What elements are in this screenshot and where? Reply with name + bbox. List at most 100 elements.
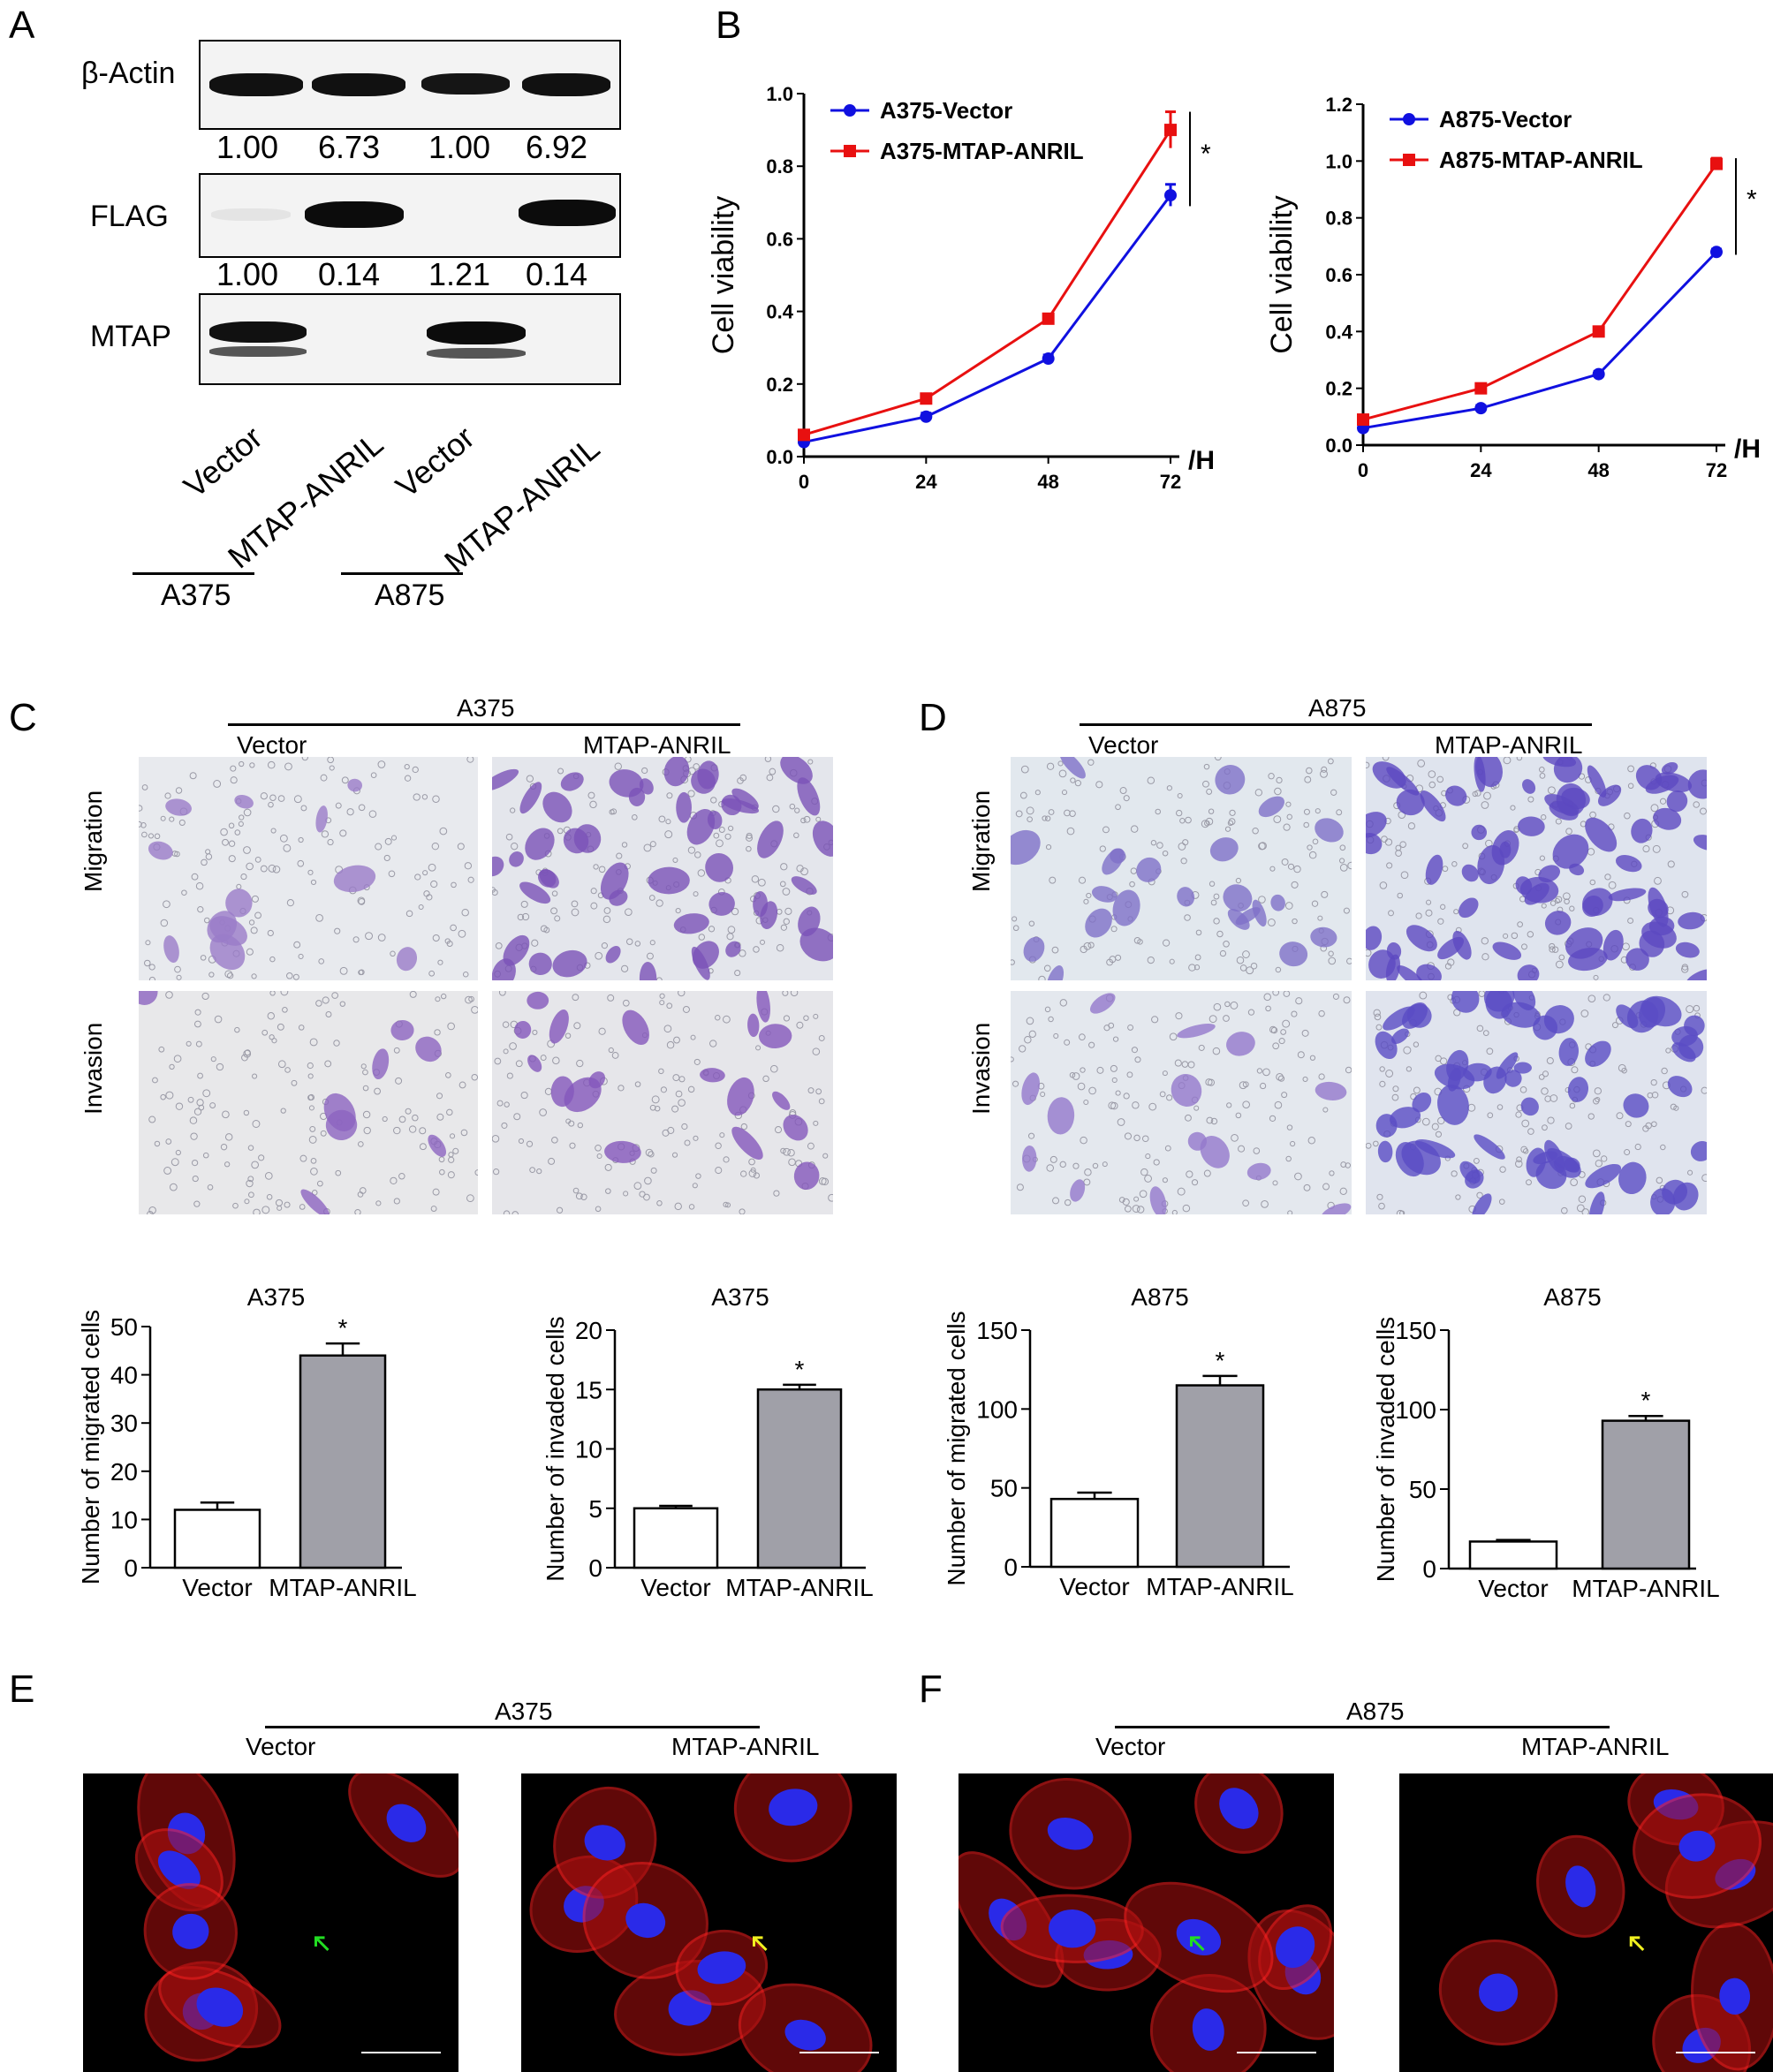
stained-cell: [705, 852, 734, 882]
stained-cell: [503, 934, 530, 966]
membrane-pore: [375, 1200, 382, 1206]
membrane-pore: [693, 763, 700, 770]
stained-cell: [528, 952, 552, 976]
membrane-pore: [1242, 950, 1250, 958]
stained-cell: [1553, 757, 1583, 783]
membrane-pore: [390, 835, 398, 841]
stained-cell: [700, 1068, 725, 1083]
membrane-pore: [505, 833, 513, 841]
membrane-pore: [1304, 775, 1312, 783]
membrane-pore: [1069, 810, 1076, 817]
membrane-pore: [726, 933, 734, 941]
membrane-pore: [590, 902, 598, 910]
membrane-pore: [228, 855, 236, 863]
membrane-pore: [448, 1156, 455, 1163]
membrane-pore: [1400, 871, 1409, 880]
membrane-pore: [1216, 930, 1224, 938]
membrane-pore: [405, 910, 413, 918]
membrane-pore: [1592, 1098, 1600, 1105]
membrane-pore: [213, 780, 222, 788]
series-line: [803, 194, 1172, 444]
micrograph-invasion-vector: [139, 991, 478, 1214]
membrane-pore: [803, 1015, 809, 1021]
membrane-pore: [695, 1173, 701, 1179]
membrane-pore: [1627, 917, 1634, 924]
membrane-pore: [688, 1204, 695, 1210]
membrane-pore: [307, 1093, 315, 1100]
membrane-pore: [1309, 1055, 1316, 1061]
membrane-pore: [1560, 1206, 1568, 1214]
membrane-pore: [1379, 1080, 1386, 1087]
data-point: [1164, 189, 1177, 202]
membrane-pore: [322, 996, 330, 1004]
membrane-pore: [1258, 842, 1267, 851]
membrane-pore: [315, 914, 323, 922]
membrane-pore: [1564, 898, 1570, 904]
membrane-pore: [656, 1200, 663, 1206]
stained-cell: [560, 772, 584, 791]
membrane-pore: [1122, 1198, 1130, 1206]
membrane-pore: [1555, 818, 1562, 825]
membrane-pore: [1379, 881, 1388, 889]
membrane-pore: [440, 993, 447, 1000]
band: [427, 321, 526, 344]
membrane-pore: [1256, 1068, 1263, 1074]
lane-label: Vector: [389, 419, 481, 505]
stained-cell: [519, 782, 542, 814]
membrane-pore: [178, 819, 186, 826]
stained-cell: [722, 798, 760, 814]
membrane-pore: [769, 1064, 778, 1073]
membrane-pore: [220, 1143, 228, 1151]
membrane-pore: [230, 776, 238, 784]
membrane-pore: [458, 929, 466, 938]
stained-cell: [1520, 1097, 1539, 1116]
stained-cell: [747, 1013, 760, 1038]
membrane-pore: [1462, 843, 1469, 850]
membrane-pore: [1693, 801, 1701, 808]
membrane-pore: [307, 869, 314, 875]
membrane-pore: [1343, 996, 1351, 1004]
stained-cell: [1315, 818, 1344, 843]
membrane-pore: [1187, 1061, 1195, 1069]
membrane-pore: [515, 1060, 523, 1068]
membrane-pore: [413, 793, 421, 801]
stained-cell: [1603, 929, 1624, 961]
membrane-pore: [631, 814, 638, 820]
membrane-pore: [1517, 921, 1523, 928]
membrane-pore: [1407, 822, 1415, 830]
membrane-pore: [739, 1170, 747, 1177]
membrane-pore: [1303, 1183, 1311, 1191]
membrane-pore: [610, 808, 618, 815]
blot-row-label-mtap: MTAP: [90, 320, 171, 353]
membrane-pore: [1476, 1025, 1484, 1032]
cell-line-label: A875: [1346, 1698, 1405, 1725]
membrane-pore: [222, 838, 229, 846]
membrane-pore: [1415, 912, 1422, 919]
membrane-pore: [1481, 937, 1489, 945]
membrane-pore: [1587, 994, 1596, 1003]
membrane-pore: [432, 934, 440, 942]
membrane-pore: [1027, 1132, 1035, 1139]
stained-cell: [396, 947, 418, 972]
membrane-pore: [1428, 770, 1436, 778]
membrane-pore: [511, 842, 519, 851]
membrane-pore: [1095, 781, 1103, 789]
membrane-pore: [1555, 960, 1564, 969]
stained-cell: [1690, 1141, 1707, 1161]
micrograph-migration-anril: [492, 757, 833, 980]
membrane-pore: [1549, 942, 1556, 950]
membrane-pore: [708, 926, 716, 933]
membrane-pore: [1527, 931, 1534, 938]
membrane-pore: [1132, 1205, 1140, 1213]
membrane-pore: [252, 1073, 258, 1079]
membrane-pore: [1026, 1017, 1034, 1025]
stained-cell: [492, 958, 516, 980]
membrane-pore: [1166, 1094, 1173, 1101]
membrane-pore: [341, 776, 349, 784]
blot-value: 6.73: [318, 129, 381, 165]
membrane-pore: [1083, 941, 1092, 950]
membrane-pore: [224, 1161, 231, 1168]
membrane-pore: [1201, 820, 1209, 828]
membrane-pore: [1235, 1112, 1242, 1119]
membrane-pore: [598, 1027, 606, 1035]
